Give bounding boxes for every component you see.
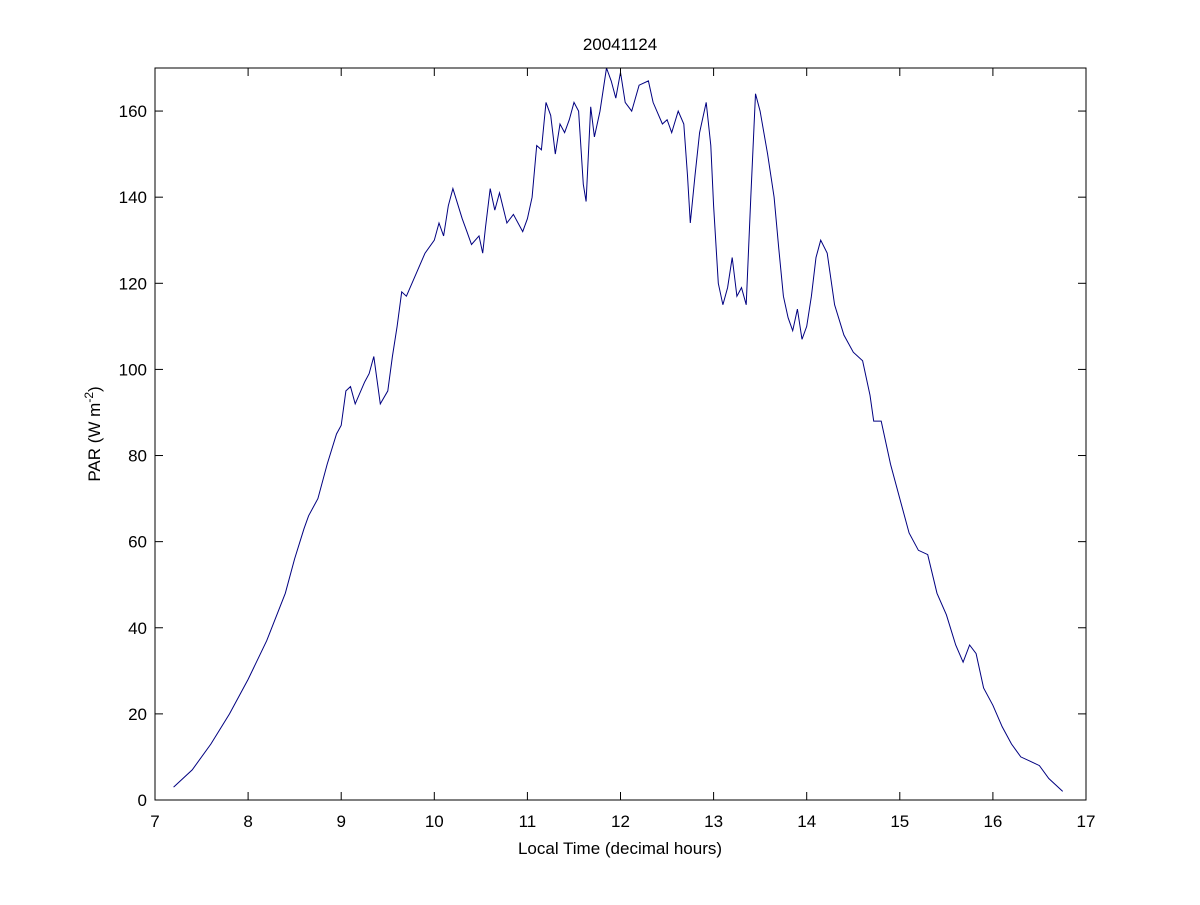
x-tick-label: 8 [243, 812, 252, 831]
x-tick-label: 11 [519, 812, 537, 831]
x-tick-label: 12 [611, 812, 630, 831]
x-tick-label: 14 [797, 812, 816, 831]
axes-box [154, 67, 1087, 801]
y-tick-label: 80 [128, 447, 147, 466]
x-tick-label: 16 [983, 812, 1002, 831]
plot-area [155, 68, 1086, 800]
y-tick-label: 60 [128, 533, 147, 552]
tick-layer: 7 8 9 10 11 12 13 14 15 16 17 0 20 40 60 80 100 120 140 160 [119, 68, 1096, 831]
y-axis-label-superscript: -2 [82, 392, 96, 403]
y-tick-label: 160 [119, 102, 147, 121]
y-axis-label-close: ) [85, 386, 104, 392]
x-tick-label: 13 [704, 812, 723, 831]
x-tick-label: 17 [1077, 812, 1096, 831]
y-axis-label-base: PAR (W m [85, 403, 104, 482]
x-tick-label: 9 [336, 812, 345, 831]
chart-title: 20041124 [583, 35, 657, 54]
x-tick-label: 15 [890, 812, 909, 831]
series-layer [173, 67, 1064, 792]
x-axis-label: Local Time (decimal hours) [518, 839, 722, 858]
x-tick-label: 10 [425, 812, 444, 831]
x-tick-label: 7 [150, 812, 159, 831]
series-line-par [173, 67, 1064, 792]
y-tick-label: 140 [119, 188, 147, 207]
y-tick-label: 120 [119, 274, 147, 293]
y-tick-label: 20 [128, 705, 147, 724]
y-axis-label: PAR (W m-2) [82, 386, 104, 481]
y-tick-label: 100 [119, 360, 147, 379]
y-tick-label: 0 [138, 791, 147, 810]
y-tick-label: 40 [128, 619, 147, 638]
